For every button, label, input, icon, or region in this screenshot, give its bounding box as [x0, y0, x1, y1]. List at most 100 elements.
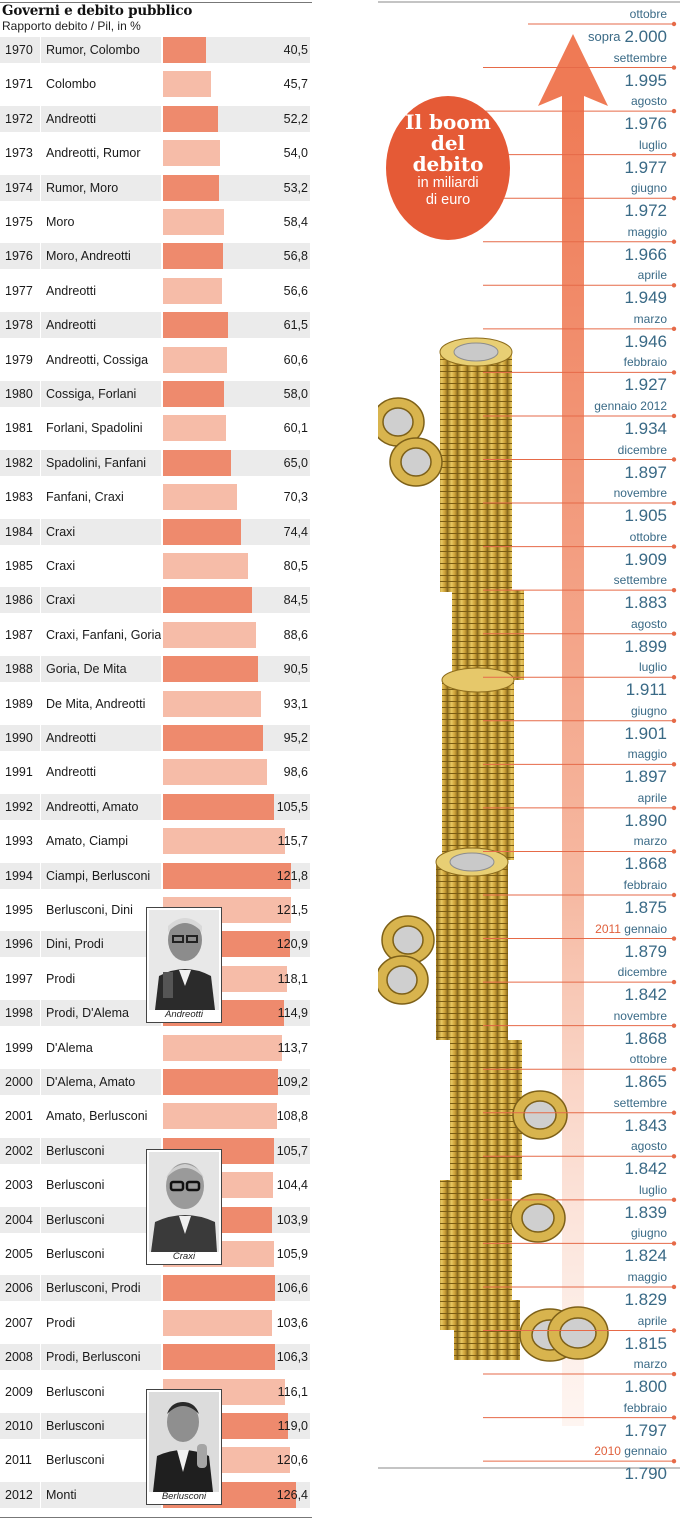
year-cell: 1999 [5, 1040, 33, 1055]
table-subtitle: Rapporto debito / Pil, in % [2, 19, 141, 33]
month-name: marzo [633, 1357, 667, 1371]
year-cell: 1993 [5, 834, 33, 849]
table-row: 1981 Forlani, Spadolini 60,1 [0, 415, 310, 442]
month-value: 1.824 [624, 1246, 667, 1266]
month-name: aprile [637, 1313, 667, 1328]
government-cell: Prodi, D'Alema [41, 1000, 161, 1027]
value-label: 121,5 [276, 903, 308, 917]
table-row: 1985 Craxi 80,5 [0, 553, 310, 579]
month-name: febbraio [623, 1400, 667, 1415]
value-label: 60,6 [283, 352, 308, 367]
government-cell: Andreotti, Cossiga [46, 352, 149, 367]
value-label: 120,6 [276, 1453, 308, 1468]
month-value: 1.905 [624, 506, 667, 525]
month-dot [671, 587, 677, 593]
table-row: 1986 Craxi 84,5 [0, 587, 310, 614]
value-label: 61,5 [283, 318, 308, 333]
government-cell: Moro, Andreotti [41, 243, 161, 270]
month-label: agosto [631, 1139, 667, 1153]
bar-cell: 56,8 [163, 243, 310, 270]
government-cell: Berlusconi [46, 1384, 105, 1399]
month-dot [671, 1067, 677, 1072]
debt-bar [163, 1344, 275, 1371]
month-value: 1.842 [624, 985, 667, 1005]
month-dot [671, 413, 677, 419]
bar-cell: 58,4 [163, 209, 310, 235]
bar-cell: 105,5 [163, 793, 310, 820]
month-dot [671, 1415, 677, 1420]
bar-cell: 70,3 [163, 484, 310, 511]
debt-bar [163, 518, 242, 545]
year-cell: 2007 [5, 1315, 33, 1330]
value-label: 90,5 [283, 662, 308, 677]
month-value: 1.976 [624, 114, 667, 134]
bar-cell: 53,2 [163, 174, 310, 201]
month-label: marzo [634, 1357, 667, 1371]
government-cell: Berlusconi [46, 1247, 105, 1261]
debt-bar [163, 1034, 283, 1061]
month-name: ottobre [629, 529, 667, 544]
badge-line-2: del [430, 131, 466, 155]
month-value: 1.995 [624, 70, 667, 90]
month-label: dicembre [618, 443, 667, 457]
value-label: 54,0 [283, 146, 308, 161]
value-label: 80,5 [283, 559, 308, 573]
month-name: marzo [633, 834, 667, 849]
month-value: 1.797 [624, 1420, 667, 1440]
bar-cell: 108,8 [163, 1103, 310, 1130]
table-row: 2007 Prodi 103,6 [0, 1309, 310, 1336]
bar-cell: 61,5 [163, 312, 310, 339]
table-row: 1984 Craxi 74,4 [0, 518, 310, 545]
year-cell: 1990 [0, 725, 40, 751]
top-rule [0, 2, 312, 3]
bar-cell: 65,0 [163, 449, 310, 476]
debt-bar [163, 553, 248, 579]
table-row: 1995 Berlusconi, Dini 121,5 [0, 897, 310, 923]
month-label: febbraio [624, 1401, 667, 1415]
coin-stack-illustration [378, 1, 680, 1469]
table-row: 1999 D'Alema 113,7 [0, 1034, 310, 1061]
debt-bar [163, 71, 211, 98]
debt-bar [163, 346, 227, 373]
badge-line-5: di euro [425, 192, 471, 208]
year-cell: 1992 [0, 793, 40, 820]
month-value: 1.868 [624, 854, 667, 874]
month-value: 1.911 [625, 680, 667, 700]
bar-cell: 88,6 [163, 621, 310, 648]
bar-cell: 98,6 [163, 759, 310, 786]
bar-cell: 121,8 [163, 862, 310, 889]
government-cell: Rumor, Moro [41, 174, 161, 201]
year-cell: 1991 [5, 765, 33, 780]
year-cell: 1984 [0, 518, 40, 545]
government-cell: Andreotti [46, 283, 97, 298]
month-label: ottobre [630, 530, 667, 544]
month-dot [671, 1371, 677, 1377]
month-name: giugno [630, 1226, 667, 1241]
month-label: aprile [638, 268, 667, 282]
month-dot [671, 675, 677, 680]
debt-boom-badge: Il boom del debito in miliardi di euro [386, 96, 510, 240]
government-cell: Colombo [46, 77, 97, 92]
month-label: agosto [631, 94, 667, 108]
month-name: febbraio [623, 878, 667, 892]
year-cell: 2011 [5, 1453, 32, 1468]
value-label: 56,8 [283, 249, 308, 264]
value-label: 45,7 [283, 77, 308, 92]
year-cell: 1998 [0, 1000, 40, 1027]
value-label: 105,7 [276, 1143, 308, 1158]
debt-bar [163, 690, 261, 717]
table-row: 1976 Moro, Andreotti 56,8 [0, 243, 310, 270]
month-label: luglio [639, 1183, 667, 1197]
month-label: marzo [634, 834, 667, 848]
month-dot [671, 1023, 677, 1028]
bar-cell: 60,6 [163, 346, 310, 373]
month-label: agosto [631, 617, 667, 631]
value-label: 56,6 [283, 283, 308, 298]
month-value: 1.972 [624, 201, 667, 221]
month-label: maggio [628, 225, 667, 239]
month-value: 1.790 [624, 1464, 667, 1484]
value-label: 120,9 [276, 937, 308, 952]
year-cell: 2009 [5, 1384, 33, 1399]
portrait-andreotti-icon [149, 910, 219, 1010]
year-cell: 1988 [0, 656, 40, 683]
